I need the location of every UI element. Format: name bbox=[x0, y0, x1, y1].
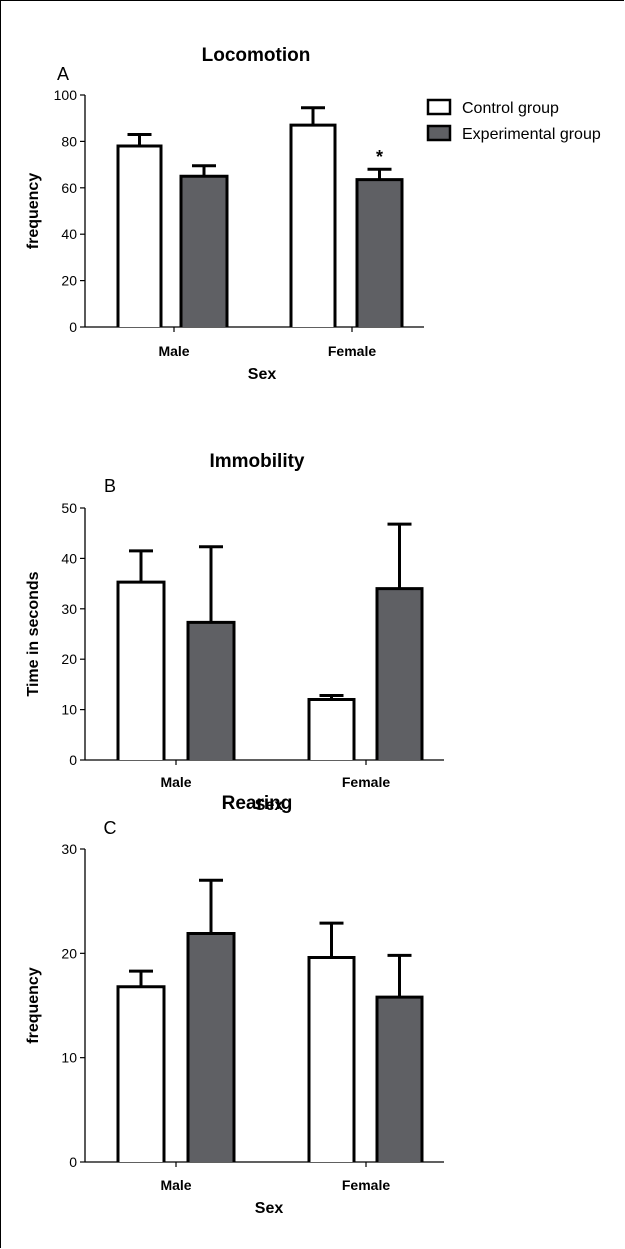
bar-control-male bbox=[118, 582, 164, 760]
y-tick-label: 0 bbox=[69, 319, 77, 335]
bar-outline-experimental-female bbox=[355, 178, 404, 327]
x-axis-label: Sex bbox=[255, 1200, 284, 1217]
y-axis-label: frequency bbox=[25, 967, 42, 1044]
bar-outline-control-male bbox=[116, 985, 166, 1162]
x-tick-label-male: Male bbox=[160, 774, 191, 790]
y-tick-label: 20 bbox=[61, 651, 77, 667]
bar-outline-control-male bbox=[116, 580, 166, 760]
y-tick-label: 50 bbox=[61, 500, 77, 516]
bar-outline-experimental-male bbox=[186, 932, 236, 1162]
chart-panel-c: Rearing C 0 10 20 30 frequency Male Female Sex bbox=[25, 793, 444, 1217]
panel-label: B bbox=[104, 476, 116, 496]
y-tick-label: 30 bbox=[61, 601, 77, 617]
y-tick-label: 20 bbox=[61, 945, 77, 961]
y-tick-label: 10 bbox=[61, 702, 77, 718]
bar-outline-experimental-male bbox=[179, 174, 229, 327]
legend-label-experimental: Experimental group bbox=[462, 126, 601, 143]
bar-experimental-female bbox=[377, 588, 422, 760]
chart-title: Rearing bbox=[222, 793, 293, 814]
x-tick-label-female: Female bbox=[342, 774, 390, 790]
bar-outline-control-female bbox=[307, 698, 356, 760]
y-tick-label: 0 bbox=[69, 752, 77, 768]
y-tick-label: 20 bbox=[61, 273, 77, 289]
bar-outline-control-female bbox=[307, 956, 356, 1162]
bar-control-female bbox=[309, 957, 354, 1162]
bar-outline-experimental-male bbox=[186, 620, 236, 760]
legend-label-control: Control group bbox=[462, 100, 559, 117]
legend: Control group Experimental group bbox=[426, 98, 601, 143]
x-axis-label: Sex bbox=[248, 366, 277, 383]
bar-control-female bbox=[309, 699, 354, 760]
bar-experimental-female bbox=[377, 997, 422, 1162]
significance-asterisk: * bbox=[376, 147, 383, 167]
y-axis-label: frequency bbox=[25, 173, 42, 250]
chart-title: Immobility bbox=[209, 451, 304, 472]
x-tick-label-male: Male bbox=[160, 1177, 191, 1193]
chart-panel-b: Immobility B 0 10 20 30 40 50 Time in seconds Mal… bbox=[25, 451, 444, 814]
x-tick-label-female: Female bbox=[328, 343, 376, 359]
y-tick-label: 40 bbox=[61, 550, 77, 566]
bar-experimental-male bbox=[188, 622, 234, 760]
y-tick-label: 30 bbox=[61, 841, 77, 857]
y-axis-label: Time in seconds bbox=[25, 571, 42, 696]
x-tick-label-female: Female bbox=[342, 1177, 390, 1193]
bar-experimental-female bbox=[357, 179, 402, 327]
bar-experimental-male bbox=[181, 176, 227, 327]
bar-control-male bbox=[118, 146, 161, 327]
y-tick-label: 40 bbox=[61, 226, 77, 242]
legend-swatch-control bbox=[426, 98, 452, 116]
legend-swatch-experimental bbox=[426, 124, 452, 142]
y-tick-label: 100 bbox=[54, 87, 78, 103]
bar-outline-control-male bbox=[116, 144, 163, 327]
chart-title: Locomotion bbox=[202, 45, 311, 66]
bar-control-female bbox=[291, 125, 335, 327]
chart-panel-a: Locomotion A 0 20 40 60 80 100 frequency Male Fema… bbox=[25, 45, 424, 383]
bar-outline-experimental-female bbox=[375, 587, 424, 760]
bar-control-male bbox=[118, 986, 164, 1162]
bar-outline-control-female bbox=[289, 123, 337, 327]
x-tick-label-male: Male bbox=[158, 343, 189, 359]
y-tick-label: 80 bbox=[61, 133, 77, 149]
bar-outline-experimental-female bbox=[375, 995, 424, 1162]
panel-label: A bbox=[57, 64, 69, 84]
y-tick-label: 60 bbox=[61, 180, 77, 196]
y-tick-label: 0 bbox=[69, 1154, 77, 1170]
panel-label: C bbox=[104, 818, 117, 838]
bar-experimental-male bbox=[188, 933, 234, 1162]
y-tick-label: 10 bbox=[61, 1050, 77, 1066]
x-axis-label: Sex bbox=[255, 797, 284, 814]
